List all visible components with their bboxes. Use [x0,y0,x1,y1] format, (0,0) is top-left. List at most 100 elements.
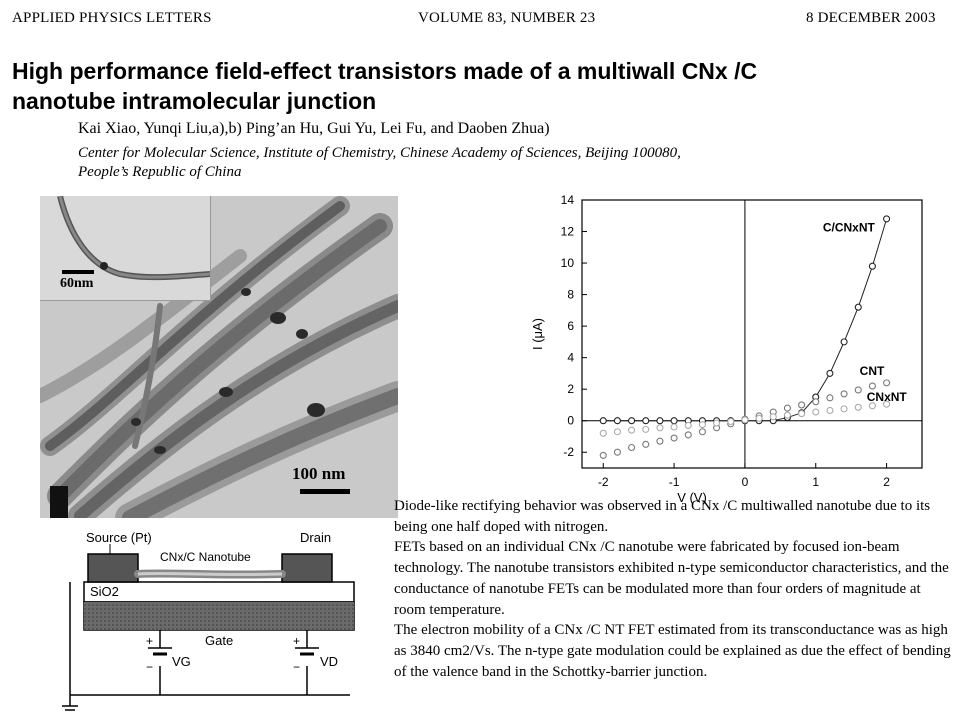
data-point-1 [613,448,621,456]
y-axis-label: I (μA) [530,318,545,350]
data-point-2 [812,408,820,416]
tem-micrograph: 60nm 100 nm [33,195,413,533]
data-point-1 [883,379,891,387]
y-tick-label: -2 [563,445,574,459]
y-tick-label: 4 [567,351,574,365]
data-point-2 [883,400,891,408]
y-tick-label: 2 [567,382,574,396]
data-point-2 [727,417,735,426]
data-point-0 [826,369,834,377]
vd-minus: − [293,660,301,674]
data-point-0 [599,417,607,425]
data-point-2 [656,424,664,432]
y-tick-label: 0 [567,414,574,428]
y-tick-label: 12 [561,225,575,239]
paper-title: High performance field-effect transistor… [12,56,912,116]
affiliation-line-1: Center for Molecular Science, Institute … [78,145,681,161]
gate-label: Gate [205,633,234,648]
data-point-2 [854,403,862,411]
source-electrode [87,553,139,583]
x-tick-label: 1 [812,475,819,489]
data-point-0 [840,338,848,346]
y-tick-label: 14 [561,193,575,207]
data-point-0 [642,417,650,425]
author-list: Kai Xiao, Yunqi Liu,a),b) Ping’an Hu, Gu… [78,120,550,137]
inset-scale-label: 60nm [60,276,94,291]
data-point-1 [684,431,692,439]
x-tick-label: 2 [883,475,890,489]
data-point-2 [783,411,791,419]
data-point-2 [755,414,763,422]
abstract-text: Diode-like rectifying behavior was obser… [394,496,954,682]
data-point-1 [656,437,664,445]
data-point-0 [883,215,891,223]
series-annotation-1: CNT [860,364,885,378]
inset-scale-bar [62,270,94,274]
data-point-2 [840,405,848,413]
drain-label: Drain [300,530,332,545]
data-point-2 [713,419,721,427]
title-line-1: High performance field-effect transistor… [12,58,758,84]
data-point-0 [670,417,678,425]
data-point-2 [698,421,706,429]
vg-plus: + [146,634,154,648]
data-point-1 [826,394,834,402]
x-tick-label: 0 [742,475,749,489]
schematic-drawing [62,544,355,711]
vd-label: VD [320,654,339,669]
data-point-2 [826,406,834,415]
data-point-1 [854,386,862,394]
abstract-paragraph-1: Diode-like rectifying behavior was obser… [394,498,931,535]
sio2-layer [83,581,355,603]
data-point-2 [868,402,876,410]
nanotube-label: CNx/C Nanotube [160,550,251,564]
data-point-2 [599,429,607,437]
vg-minus: − [146,660,154,674]
title-line-2: nanotube intramolecular junction [12,88,377,114]
issue-date: 8 DECEMBER 2003 [806,10,936,26]
x-tick-label: -2 [598,475,609,489]
series-annotation-2: CNxNT [867,390,908,404]
y-tick-label: 8 [567,288,574,302]
plot-frame [581,199,923,469]
affiliation-line-2: People’s Republic of China [78,164,242,180]
sio2-label: SiO2 [90,584,119,599]
data-point-0 [854,303,862,311]
data-point-2 [613,428,621,436]
data-point-1 [628,443,636,452]
y-tick-label: 10 [561,256,575,270]
data-point-1 [798,401,806,409]
x-axis-label: V (V) [677,490,707,505]
data-point-2 [670,423,678,431]
data-point-1 [698,428,706,436]
affiliation: Center for Molecular Science, Institute … [78,144,898,182]
inset-drawing [57,195,211,281]
data-point-1 [599,451,607,459]
data-point-2 [741,416,749,424]
data-point-2 [769,413,777,421]
data-point-0 [868,262,876,270]
vd-plus: + [293,634,301,648]
data-point-0 [613,417,621,425]
main-scale-bar [300,489,350,494]
nanotube-highlight [137,571,283,577]
iv-chart: -2 -1 0 1 2 -2 0 2 4 6 8 10 12 14 V (V) I (μA) C/CNxNT CN… [512,186,932,506]
data-point-2 [798,410,806,418]
abstract-paragraph-3: The electron mobility of a CNx /C NT FET… [394,622,951,680]
volume-info: VOLUME 83, NUMBER 23 [418,10,596,26]
y-tick-label: 6 [567,319,574,333]
data-point-2 [642,425,650,433]
drain-electrode [281,553,333,583]
data-point-0 [628,417,636,425]
data-point-1 [812,398,820,406]
data-point-1 [642,440,650,448]
x-tick-label: -1 [669,475,680,489]
gate-texture [84,602,354,630]
data-point-2 [628,426,636,434]
data-point-1 [868,382,876,390]
main-scale-label: 100 nm [292,464,346,483]
source-label: Source (Pt) [86,530,152,545]
tem-image-drawing [33,196,413,533]
vg-label: VG [172,654,191,669]
